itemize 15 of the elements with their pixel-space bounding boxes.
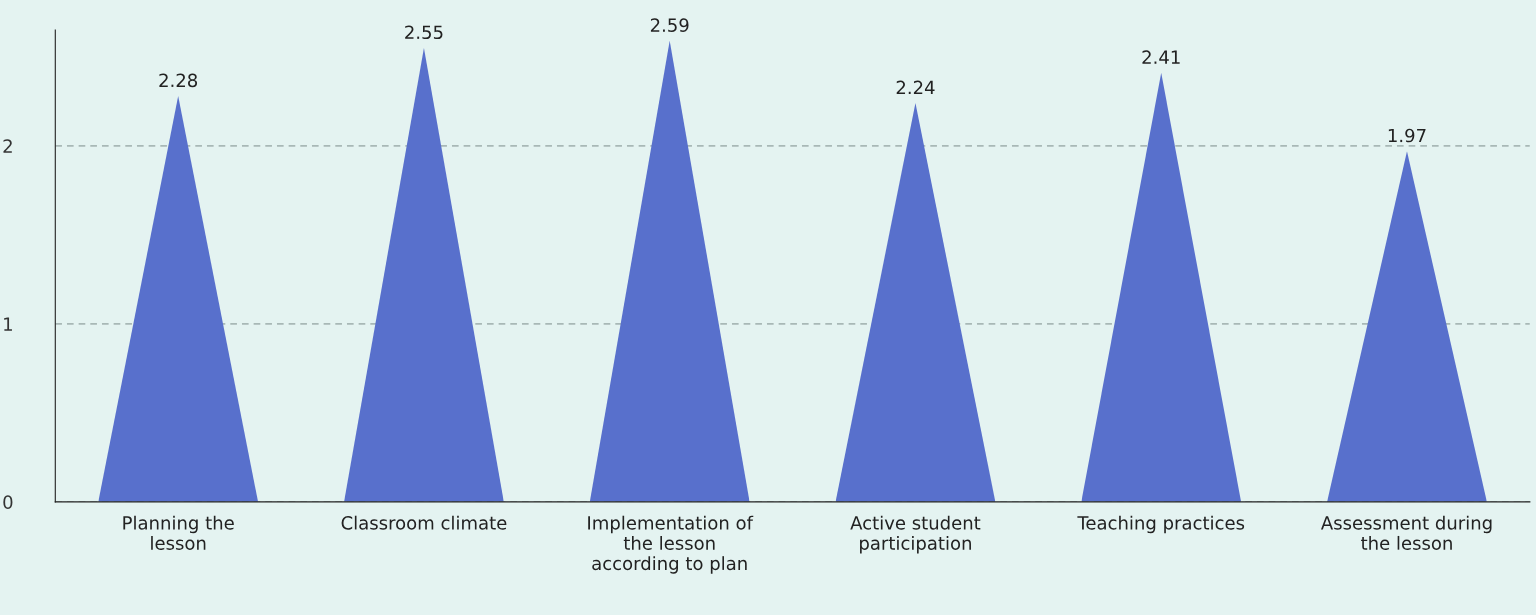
x-tick-label: Assessment during the lesson (1320, 515, 1492, 550)
x-tick-label: Planning the lesson (123, 515, 234, 550)
data-label: 2.24 (896, 80, 935, 95)
x-tick-label: Classroom climate (341, 515, 507, 530)
x-tick-label: Teaching practices (1077, 515, 1245, 534)
y-tick-label: 1 (4, 317, 12, 331)
data-label: 2.59 (650, 18, 689, 32)
y-tick-label: 2 (3, 139, 12, 153)
data-label: 2.55 (405, 25, 443, 40)
y-tick-label: 0 (3, 495, 13, 509)
data-label: 2.41 (1142, 50, 1180, 64)
x-tick-label: Active student participation (850, 515, 981, 554)
x-tick-label: Implementation of the lesson according to plan (588, 515, 754, 574)
data-label: 2.28 (159, 73, 198, 88)
data-label: 1.97 (1388, 128, 1426, 143)
